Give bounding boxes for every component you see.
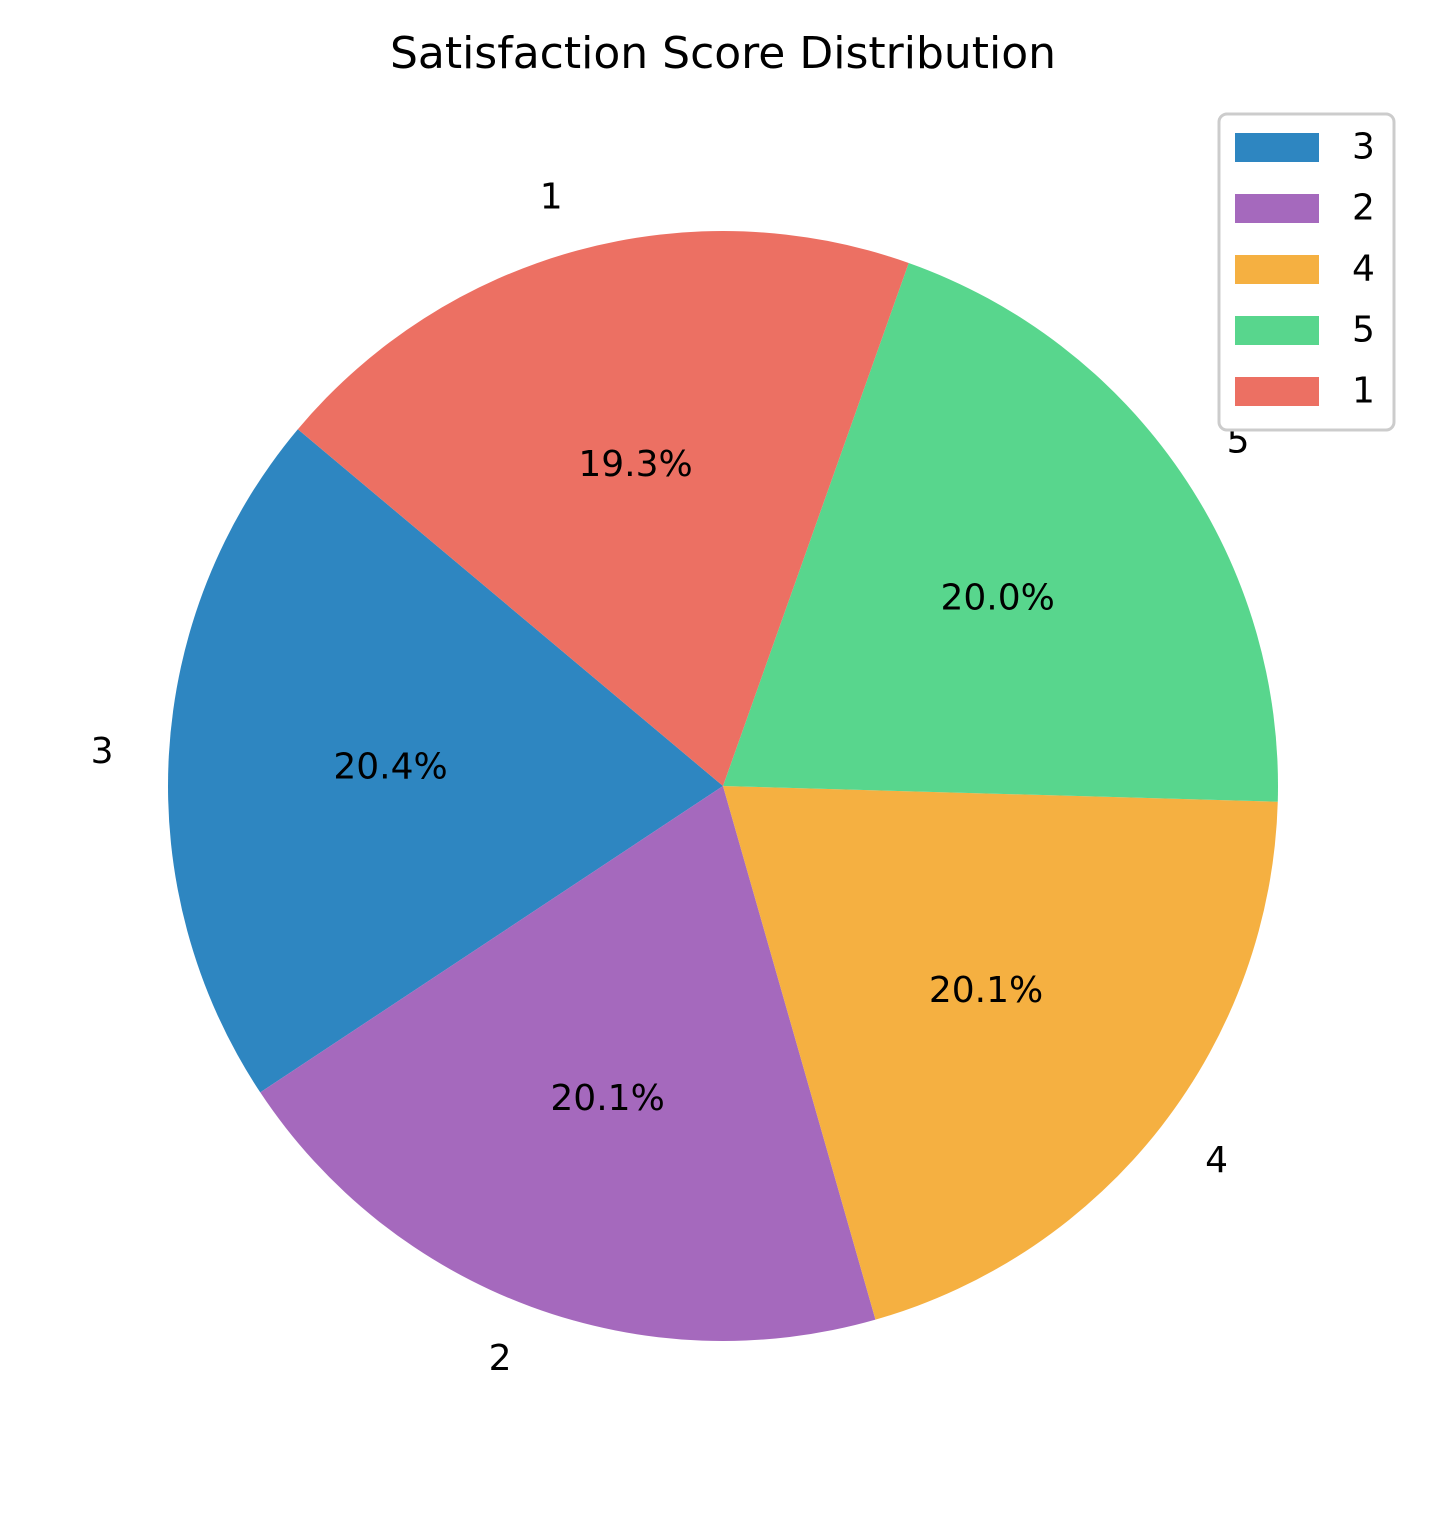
legend-swatch-5 bbox=[1235, 316, 1319, 345]
legend-items: 3 2 4 5 1 bbox=[1235, 127, 1375, 412]
legend-swatch-3 bbox=[1235, 133, 1319, 162]
chart-title: Satisfaction Score Distribution bbox=[390, 28, 1056, 79]
slice-label-4: 4 bbox=[1205, 1140, 1228, 1181]
percent-label-2: 20.1% bbox=[550, 1078, 664, 1119]
legend: 3 2 4 5 1 bbox=[1217, 112, 1396, 432]
pie-slice-4 bbox=[723, 786, 1278, 1320]
percent-labels: 20.4% 20.1% 20.1% 20.0% 19.3% bbox=[333, 444, 1055, 1119]
legend-swatch-1 bbox=[1235, 377, 1319, 406]
pie-slices bbox=[168, 230, 1279, 1341]
legend-label-4: 4 bbox=[1352, 249, 1375, 290]
legend-label-3: 3 bbox=[1352, 127, 1375, 168]
legend-label-1: 1 bbox=[1352, 371, 1375, 412]
legend-label-2: 2 bbox=[1352, 188, 1375, 229]
slice-label-3: 3 bbox=[91, 731, 114, 772]
percent-label-4: 20.1% bbox=[929, 970, 1043, 1011]
percent-label-3: 20.4% bbox=[333, 747, 447, 788]
percent-label-5: 20.0% bbox=[941, 577, 1055, 618]
pie-slice-1 bbox=[297, 230, 909, 786]
pie-slice-2 bbox=[260, 786, 876, 1341]
pie-slice-3 bbox=[168, 429, 724, 1093]
slice-label-2: 2 bbox=[489, 1338, 512, 1379]
legend-label-5: 5 bbox=[1352, 310, 1375, 351]
pie-slice-5 bbox=[723, 262, 1279, 802]
slice-label-1: 1 bbox=[540, 176, 563, 217]
legend-swatch-4 bbox=[1235, 255, 1319, 284]
percent-label-1: 19.3% bbox=[578, 444, 692, 485]
legend-swatch-2 bbox=[1235, 194, 1319, 223]
